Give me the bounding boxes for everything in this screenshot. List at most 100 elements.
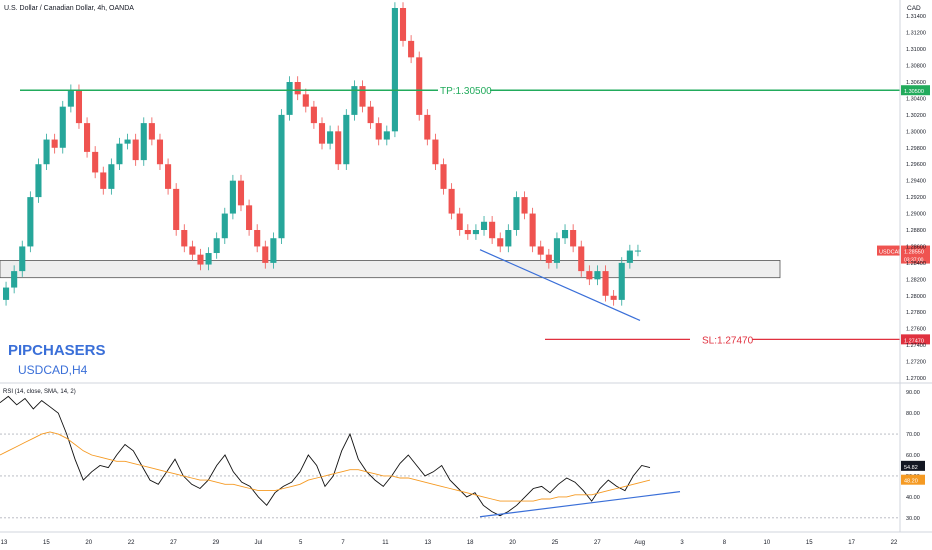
- candle-body: [570, 230, 577, 247]
- price-tick-label: 1.28200: [906, 277, 926, 283]
- candle-body: [124, 139, 131, 144]
- brand-watermark: PIPCHASERS: [8, 342, 106, 359]
- tp-price-tag: [901, 85, 930, 96]
- candle-body: [108, 164, 115, 189]
- price-tick-label: 1.30600: [906, 80, 926, 86]
- time-tick-label: 25: [552, 540, 559, 546]
- time-tick-label: Aug: [634, 540, 645, 546]
- candle-body: [553, 238, 560, 263]
- candle-body: [286, 82, 293, 115]
- candle-body: [189, 246, 196, 255]
- price-tick-label: 1.29200: [906, 195, 926, 201]
- stop-loss-label: SL:1.27470: [702, 335, 754, 346]
- time-tick-label: 17: [848, 540, 855, 546]
- rsi-tick-label: 40.00: [906, 495, 920, 501]
- price-tick-label: 1.29400: [906, 179, 926, 185]
- candle-body: [327, 131, 334, 144]
- time-tick-label: 11: [382, 540, 389, 546]
- price-tick-label: 1.27000: [906, 376, 926, 382]
- candle-body: [254, 230, 261, 247]
- rsi-value-tag-text: 54.82: [904, 465, 918, 471]
- rsi-trendline: [479, 491, 681, 518]
- candle-body: [205, 253, 212, 265]
- candle-body: [148, 123, 155, 140]
- candle-body: [302, 94, 309, 107]
- time-tick-label: 3: [680, 540, 684, 546]
- time-tick-label: 8: [723, 540, 727, 546]
- candle-body: [156, 139, 164, 165]
- candle-body: [416, 57, 423, 115]
- candle-body: [375, 123, 382, 140]
- candle-body: [497, 238, 504, 247]
- chart-title: U.S. Dollar / Canadian Dollar, 4h, OANDA: [4, 5, 134, 12]
- candle-body: [602, 271, 609, 296]
- candle-body: [586, 271, 593, 280]
- time-tick-label: 29: [213, 540, 220, 546]
- candle-body: [132, 139, 139, 161]
- time-tick-label: 22: [128, 540, 135, 546]
- last-price-text: 1.28550: [904, 250, 924, 256]
- time-tick-label: 20: [509, 540, 516, 546]
- rsi-label: RSI (14, close, SMA, 14, 2): [3, 389, 76, 395]
- take-profit-label-bg: [438, 84, 490, 97]
- take-profit-label: TP:1.30500: [440, 86, 492, 97]
- candle-body: [262, 246, 269, 263]
- candle-body: [310, 106, 317, 124]
- candle-body: [27, 197, 34, 247]
- candle-body: [197, 254, 204, 265]
- candle-body: [294, 82, 301, 95]
- candle-body: [634, 250, 641, 252]
- price-tick-label: 1.30400: [906, 96, 926, 102]
- candle-body: [92, 151, 99, 173]
- time-tick-label: 22: [891, 540, 898, 546]
- candle-body: [545, 254, 552, 263]
- time-tick-label: 7: [341, 540, 345, 546]
- tp-price-tag-text: 1.30500: [904, 89, 924, 95]
- candle-body: [237, 180, 245, 206]
- candle-body: [75, 90, 83, 124]
- last-price-tag: [901, 245, 930, 264]
- candle-body: [578, 246, 585, 272]
- candle-body: [626, 250, 633, 263]
- candle-body: [513, 197, 520, 230]
- candle-body: [351, 86, 358, 115]
- symbol-watermark: USDCAD,H4: [18, 363, 88, 377]
- rsi-tick-label: 80.00: [906, 411, 920, 417]
- candle-body: [278, 114, 285, 239]
- candle-body: [35, 164, 42, 198]
- price-tick-label: 1.30200: [906, 113, 926, 119]
- candle-body: [529, 213, 536, 247]
- rsi-line: [0, 395, 651, 517]
- symbol-badge: [877, 245, 900, 256]
- candle-body: [318, 123, 326, 144]
- candle-body: [561, 230, 569, 239]
- price-tick-label: 1.31400: [906, 14, 926, 20]
- price-tick-label: 1.27600: [906, 327, 926, 333]
- rsi-ma-tag-text: 48.20: [904, 479, 918, 485]
- time-tick-label: 20: [85, 540, 92, 546]
- candle-body: [424, 114, 431, 140]
- time-tick-label: Jul: [254, 540, 262, 546]
- rsi-value-tag: [901, 460, 925, 471]
- rsi-ma-tag: [901, 474, 925, 485]
- candle-body: [43, 139, 50, 165]
- rsi-tick-label: 30.00: [906, 516, 920, 522]
- candle-body: [440, 164, 447, 189]
- price-tick-label: 1.29600: [906, 162, 926, 168]
- candle-body: [173, 188, 180, 230]
- price-tick-label: 1.28000: [906, 294, 926, 300]
- candle-body: [383, 131, 390, 140]
- price-tick-label: 1.30000: [906, 129, 926, 135]
- candle-body: [448, 188, 455, 214]
- price-tick-label: 1.28600: [906, 244, 926, 250]
- time-tick-label: 27: [594, 540, 601, 546]
- candle-body: [480, 221, 488, 230]
- rsi-ma-line: [0, 431, 651, 502]
- candle-body: [11, 271, 18, 288]
- time-tick-label: 13: [424, 540, 431, 546]
- candle-body: [67, 90, 74, 107]
- price-tick-label: 1.31200: [906, 31, 926, 37]
- candle-body: [472, 230, 479, 235]
- candle-body: [246, 205, 253, 230]
